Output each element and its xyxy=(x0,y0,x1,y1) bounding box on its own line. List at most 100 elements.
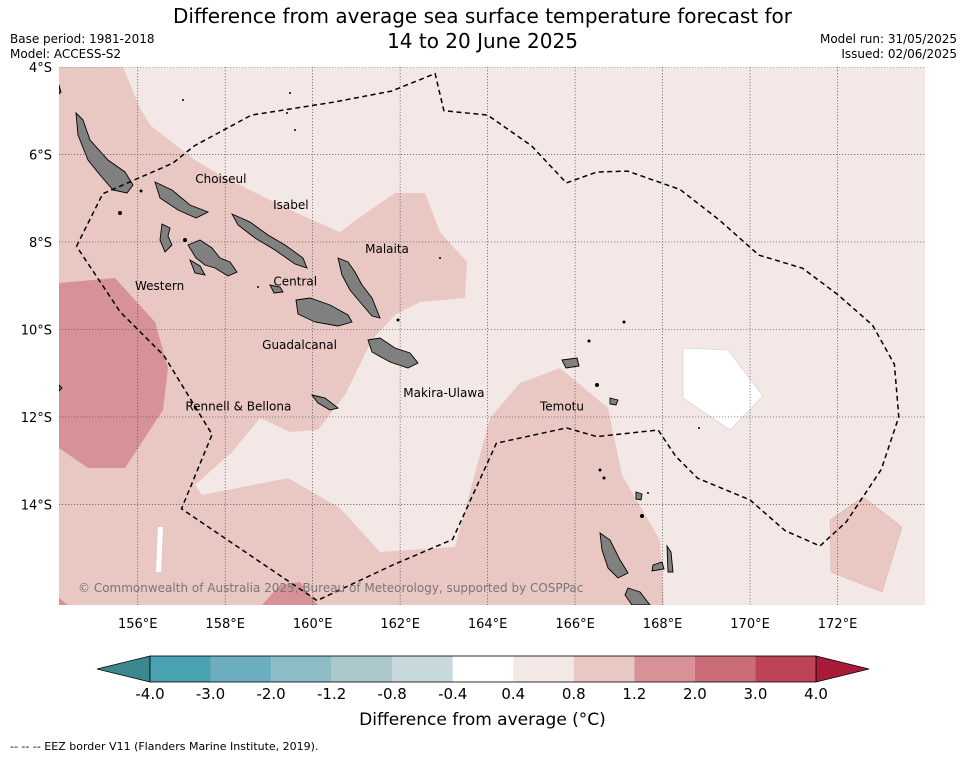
islet xyxy=(595,383,599,387)
lat-tick-label: 12°S xyxy=(21,411,52,426)
islet xyxy=(698,427,700,429)
colorbar-under-arrow xyxy=(96,655,151,683)
islet xyxy=(622,320,626,324)
colorbar-swatch xyxy=(210,656,272,682)
region-label: Western xyxy=(135,279,184,293)
colorbar-swatch xyxy=(513,656,574,682)
islet xyxy=(289,92,291,94)
anomaly-0.8-1.2-region-east xyxy=(829,496,903,593)
anomaly-neutral-region xyxy=(682,347,764,431)
anomaly-neutral-strip xyxy=(156,527,163,572)
islet xyxy=(257,286,259,288)
islet-west-a xyxy=(59,84,62,95)
region-labels: Choiseul Isabel Malaita Western Central Guada… xyxy=(135,172,584,413)
islet xyxy=(587,339,591,343)
colorbar: -4.0 -3.0 -2.0 -1.2 -0.8 -0.4 0.4 0.8 1.2 2.0 3.0 4… xyxy=(96,655,870,703)
islet xyxy=(182,99,184,101)
region-label: Choiseul xyxy=(195,172,246,186)
new-georgia-island xyxy=(187,239,238,277)
colorbar-swatch xyxy=(150,656,211,682)
small-islets xyxy=(118,92,700,518)
islet xyxy=(602,476,606,480)
vanikoro-island xyxy=(609,397,619,406)
malaita-island xyxy=(337,257,381,319)
colorbar-swatch xyxy=(331,656,393,682)
region-label: Rennell & Bellona xyxy=(185,399,291,413)
colorbar-swatch xyxy=(694,656,756,682)
lat-tick-label: 8°S xyxy=(29,236,52,251)
base-period-text: Base period: 1981-2018 xyxy=(10,32,155,46)
region-label: Isabel xyxy=(273,198,308,212)
islet xyxy=(640,514,644,518)
meta-left: Base period: 1981-2018 Model: ACCESS-S2 xyxy=(10,32,155,62)
ndeni-island xyxy=(561,357,580,369)
islands xyxy=(59,84,674,605)
bougainville-island xyxy=(75,111,134,194)
rendova-island xyxy=(189,258,206,276)
anomaly-1.2-2.0-region-west xyxy=(59,278,168,468)
colorbar-over-arrow xyxy=(815,655,870,683)
colorbar-label: Difference from average (°C) xyxy=(359,710,606,730)
choiseul-island xyxy=(154,181,210,219)
lon-tick-label: 166°E xyxy=(555,617,595,632)
region-label: Guadalcanal xyxy=(262,338,337,352)
region-label: Temotu xyxy=(539,399,584,413)
meta-right: Model run: 31/05/2025 Issued: 02/06/2025 xyxy=(820,32,957,62)
lat-tick-label: 14°S xyxy=(21,498,52,513)
islet xyxy=(139,189,143,193)
lon-tick-label: 172°E xyxy=(818,617,858,632)
lon-tick-label: 158°E xyxy=(205,617,245,632)
guadalcanal-island xyxy=(295,297,353,327)
islet xyxy=(396,318,400,322)
region-label: Central xyxy=(273,275,317,289)
colorbar-tick-label: -0.8 xyxy=(378,685,407,703)
colorbar-swatch xyxy=(392,656,453,682)
colorbar-swatch xyxy=(634,656,695,682)
eez-border-line xyxy=(75,72,900,602)
lon-tick-label: 156°E xyxy=(118,617,158,632)
longitude-tick-labels: 156°E 158°E 160°E 162°E 164°E 166°E 168°E 170°E… xyxy=(118,617,857,632)
colorbar-tick-label: -4.0 xyxy=(135,685,164,703)
colorbar-swatch xyxy=(573,656,635,682)
colorbar-tick-label: 2.0 xyxy=(683,685,707,703)
lat-tick-label: 4°S xyxy=(29,61,52,76)
latitude-tick-labels: 4°S 6°S 8°S 10°S 12°S 14°S xyxy=(21,61,52,513)
espiritu-santo-island xyxy=(599,532,629,579)
vella-lavella-island xyxy=(159,223,173,253)
title-line-1: Difference from average sea surface temp… xyxy=(172,4,792,28)
makira-island xyxy=(367,337,419,369)
lon-tick-label: 160°E xyxy=(293,617,333,632)
colorbar-tick-label: -1.2 xyxy=(317,685,346,703)
isabel-island xyxy=(230,213,308,269)
maewo-island xyxy=(666,544,674,573)
islet xyxy=(294,129,296,131)
rennell-island xyxy=(310,394,340,411)
ambae-island xyxy=(651,561,665,572)
islet xyxy=(439,257,441,259)
lon-tick-label: 164°E xyxy=(468,617,508,632)
region-label: Makira-Ulawa xyxy=(403,386,484,400)
sst-anomaly-field xyxy=(59,67,925,605)
anomaly-0.8-1.2-region xyxy=(59,67,664,605)
copyright-text: © Commonwealth of Australia 2025, Bureau… xyxy=(78,581,583,595)
lon-tick-label: 170°E xyxy=(730,617,770,632)
model-text: Model: ACCESS-S2 xyxy=(10,47,122,61)
model-run-text: Model run: 31/05/2025 xyxy=(819,32,957,46)
colorbar-tick-label: 1.2 xyxy=(622,685,646,703)
colorbar-swatch xyxy=(755,656,816,682)
islet xyxy=(183,238,187,242)
torres-islands xyxy=(635,491,643,501)
islet xyxy=(118,211,122,215)
region-label: Malaita xyxy=(365,242,409,256)
islet xyxy=(286,112,288,114)
lat-tick-label: 10°S xyxy=(21,323,52,338)
colorbar-tick-label: 4.0 xyxy=(804,685,828,703)
lon-tick-label: 168°E xyxy=(643,617,683,632)
malakula-island xyxy=(624,587,651,605)
title-line-2: 14 to 20 June 2025 xyxy=(387,29,578,53)
chart-title: Difference from average sea surface temp… xyxy=(0,4,965,54)
eez-footnote: -- -- -- EEZ border V11 (Flanders Marine… xyxy=(10,740,319,753)
colorbar-tick-label: -0.4 xyxy=(438,685,467,703)
anomaly-1.2-2.0-region-corner xyxy=(59,598,68,605)
